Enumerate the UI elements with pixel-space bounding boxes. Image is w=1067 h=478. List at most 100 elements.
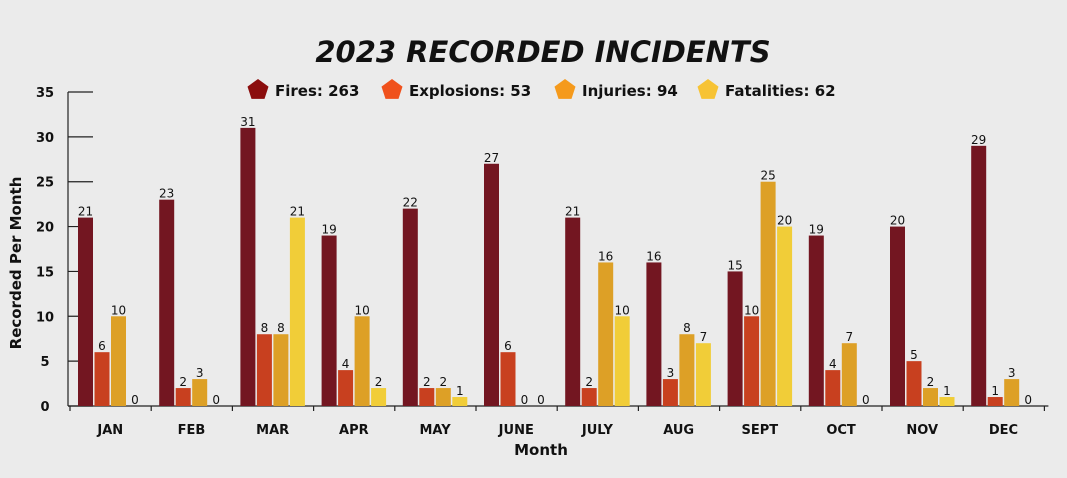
- data-label: 19: [809, 223, 824, 237]
- data-label: 6: [504, 339, 512, 353]
- data-label: 7: [845, 330, 853, 344]
- bars: [78, 127, 1020, 407]
- x-tick-label: NOV: [906, 423, 938, 438]
- data-label: 16: [598, 249, 613, 263]
- data-label: 0: [862, 393, 870, 407]
- data-label: 2: [585, 375, 593, 389]
- bar-fires-may: [402, 208, 418, 406]
- data-label: 21: [565, 205, 580, 219]
- data-label: 10: [744, 303, 759, 317]
- bar-fires-dec: [971, 145, 987, 407]
- bar-injuries-mar: [273, 334, 289, 406]
- y-tick-label: 20: [36, 221, 54, 236]
- data-label: 8: [683, 321, 691, 335]
- data-label: 20: [777, 214, 792, 228]
- bar-fatalities-apr: [371, 388, 387, 406]
- data-label: 27: [484, 151, 499, 165]
- data-label: 1: [456, 384, 464, 398]
- data-label: 2: [179, 375, 187, 389]
- bar-injuries-oct: [841, 343, 857, 406]
- data-label: 10: [354, 303, 369, 317]
- bar-injuries-sept: [760, 181, 776, 406]
- data-label: 21: [290, 205, 305, 219]
- data-label: 0: [521, 393, 529, 407]
- y-axis: 0 5 10 15 20 25 30 35: [36, 86, 93, 415]
- bar-explosions-july: [581, 388, 597, 406]
- legend-item-fires: Fires: 263: [247, 79, 359, 100]
- bar-fires-jan: [78, 217, 93, 406]
- y-tick-label: 30: [36, 131, 54, 146]
- data-label: 29: [971, 133, 986, 147]
- bar-fires-feb: [159, 199, 175, 406]
- chart-title: 2023 RECORDED INCIDENTS: [315, 35, 770, 69]
- y-tick-label: 15: [36, 265, 54, 280]
- legend-item-fatalities: Fatalities: 62: [697, 79, 836, 100]
- data-label: 23: [159, 187, 174, 201]
- bar-explosions-june: [500, 352, 516, 406]
- bar-explosions-dec: [987, 397, 1003, 406]
- x-tick-label: MAY: [419, 423, 451, 438]
- bar-fatalities-july: [614, 316, 630, 406]
- bar-fatalities-aug: [695, 343, 711, 406]
- data-label: 21: [78, 205, 93, 219]
- x-tick-label: MAR: [256, 423, 289, 438]
- bar-explosions-aug: [662, 379, 678, 406]
- bar-explosions-sept: [744, 316, 760, 406]
- bar-fires-july: [565, 217, 581, 406]
- bar-fatalities-nov: [939, 397, 955, 406]
- data-label: 7: [700, 330, 708, 344]
- x-tick-label: JUNE: [498, 423, 534, 438]
- data-label: 0: [537, 393, 545, 407]
- bar-explosions-feb: [175, 388, 191, 406]
- legend: Fires: 263 Explosions: 53 Injuries: 94 Fata…: [247, 79, 836, 100]
- legend-marker-injuries: [554, 79, 576, 99]
- x-axis: JAN FEB MAR APR MAY JUNE JULY AUG SEPT OCT NOV DEC: [68, 405, 1049, 438]
- bar-injuries-dec: [1004, 379, 1020, 406]
- data-label: 3: [196, 366, 204, 380]
- legend-label: Fatalities: 62: [725, 82, 836, 100]
- bar-injuries-aug: [679, 334, 695, 406]
- data-label: 1: [991, 384, 999, 398]
- y-tick-label: 25: [36, 176, 54, 191]
- data-label: 2: [927, 375, 935, 389]
- data-label: 8: [277, 321, 285, 335]
- bar-injuries-jan: [111, 316, 126, 406]
- x-tick-label: APR: [339, 423, 369, 438]
- bar-explosions-mar: [256, 334, 272, 406]
- bar-explosions-may: [419, 388, 435, 406]
- x-tick-label: DEC: [989, 423, 1018, 438]
- legend-label: Injuries: 94: [582, 82, 678, 100]
- data-label: 19: [321, 223, 336, 237]
- legend-marker-fatalities: [697, 79, 719, 99]
- data-label: 4: [342, 357, 350, 371]
- y-axis-title: Recorded Per Month: [7, 177, 25, 350]
- data-label: 8: [261, 321, 269, 335]
- bar-injuries-may: [435, 388, 451, 406]
- y-tick-label: 0: [40, 400, 49, 415]
- bar-fires-apr: [321, 235, 337, 406]
- bar-fires-oct: [808, 235, 824, 406]
- legend-marker-fires: [247, 79, 269, 99]
- x-tick-label: AUG: [663, 423, 694, 438]
- x-tick-label: SEPT: [742, 423, 779, 438]
- data-label: 4: [829, 357, 837, 371]
- data-label: 22: [403, 196, 418, 210]
- x-tick-label: FEB: [178, 423, 206, 438]
- legend-item-injuries: Injuries: 94: [554, 79, 678, 100]
- bar-fires-aug: [646, 262, 662, 406]
- bar-fatalities-mar: [289, 217, 305, 406]
- data-label: 20: [890, 214, 905, 228]
- data-label: 10: [111, 303, 126, 317]
- data-label: 2: [375, 375, 383, 389]
- bar-fires-sept: [727, 271, 743, 406]
- data-label: 0: [131, 393, 139, 407]
- data-label: 31: [240, 115, 255, 129]
- y-tick-label: 35: [36, 86, 54, 101]
- bar-fires-june: [484, 163, 499, 406]
- bar-fires-mar: [240, 127, 256, 406]
- x-tick-label: JULY: [581, 423, 614, 438]
- data-label: 3: [667, 366, 675, 380]
- data-label: 0: [212, 393, 220, 407]
